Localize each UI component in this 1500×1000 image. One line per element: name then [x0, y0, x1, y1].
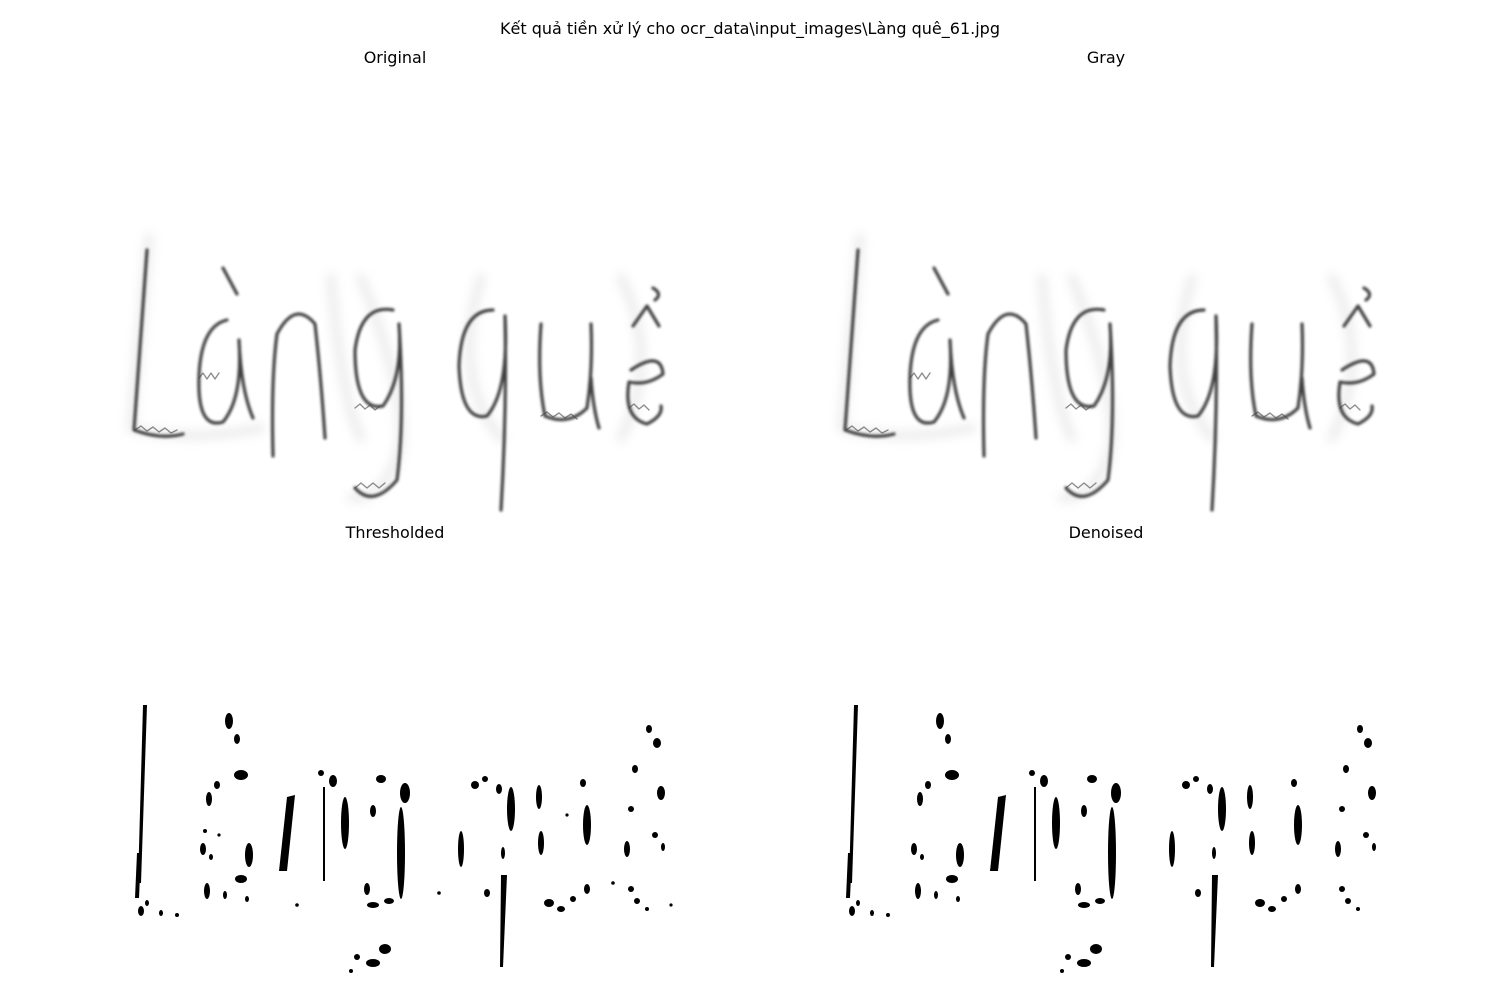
image-thresholded [101, 553, 689, 993]
panel-gray: Gray [812, 48, 1400, 518]
panel-title-thresholded: Thresholded [345, 523, 445, 542]
panel-title-denoised: Denoised [1068, 523, 1144, 542]
panel-title-original: Original [363, 48, 427, 67]
panel-title-gray: Gray [1086, 48, 1126, 67]
handwriting-denoised [846, 705, 1376, 973]
figure-title: Kết quả tiền xử lý cho ocr_data\input_im… [500, 19, 1000, 38]
image-original [101, 78, 689, 518]
image-denoised [812, 553, 1400, 993]
panel-original: Original [101, 48, 689, 518]
panel-denoised: Denoised [812, 523, 1400, 993]
handwriting-gray [812, 78, 1400, 518]
panel-thresholded: Thresholded [101, 523, 689, 993]
handwriting-thresholded [135, 705, 673, 973]
image-gray [812, 78, 1400, 518]
handwriting-original [101, 78, 689, 518]
